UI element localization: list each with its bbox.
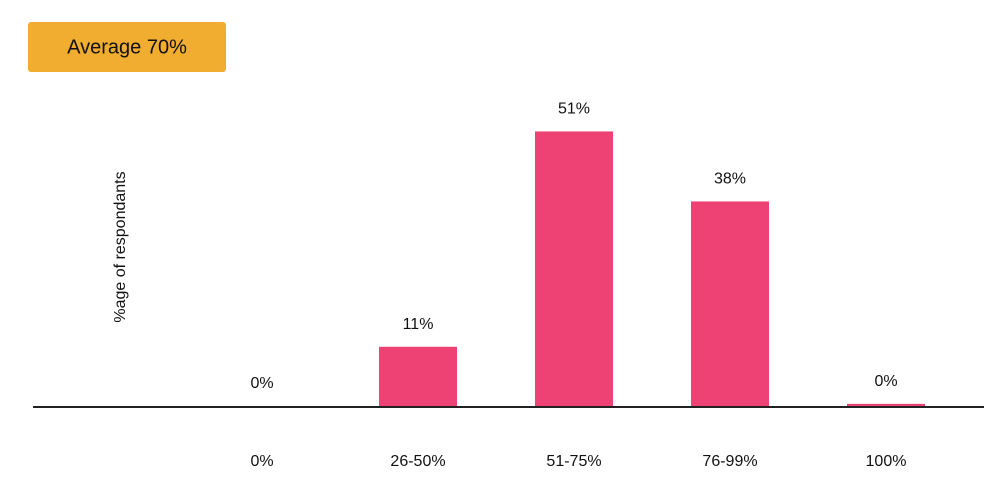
y-axis-label: %age of respondants bbox=[112, 171, 129, 322]
value-label: 11% bbox=[403, 316, 434, 333]
bar bbox=[691, 201, 769, 406]
average-label: Average 70% bbox=[67, 36, 187, 58]
x-tick-label: 51-75% bbox=[546, 453, 601, 470]
value-label: 51% bbox=[558, 101, 590, 118]
x-tick-label: 26-50% bbox=[390, 453, 445, 470]
value-label: 0% bbox=[250, 375, 273, 392]
bar bbox=[379, 346, 457, 406]
x-tick-label: 100% bbox=[866, 453, 907, 470]
value-label: 38% bbox=[714, 171, 746, 188]
x-tick-label: 0% bbox=[250, 453, 273, 470]
bar bbox=[535, 131, 613, 406]
x-tick-label: 76-99% bbox=[702, 453, 757, 470]
value-label: 0% bbox=[874, 373, 897, 390]
bar bbox=[847, 403, 925, 406]
average-badge bbox=[28, 22, 226, 72]
